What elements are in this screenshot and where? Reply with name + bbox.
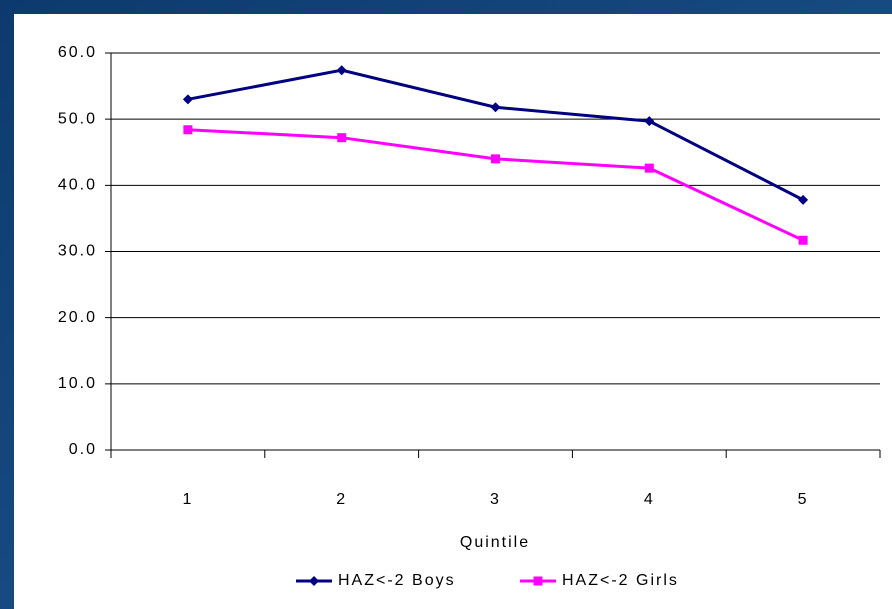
- marker: [798, 194, 809, 205]
- x-tick-label: 2: [336, 491, 347, 508]
- marker: [644, 163, 654, 173]
- marker: [309, 576, 319, 586]
- x-tick-label: 3: [490, 491, 501, 508]
- marker: [183, 125, 193, 135]
- x-tick-label: 5: [798, 491, 809, 508]
- y-tick-label: 30.0: [58, 243, 97, 260]
- marker: [337, 133, 347, 143]
- x-tick-label: 1: [182, 491, 193, 508]
- x-axis-label: Quintile: [460, 534, 530, 551]
- chart-panel: [14, 14, 892, 609]
- y-tick-label: 50.0: [58, 110, 97, 127]
- legend-label: HAZ<-2 Girls: [562, 572, 679, 589]
- y-tick-label: 10.0: [58, 375, 97, 392]
- legend-label: HAZ<-2 Boys: [338, 572, 456, 589]
- y-tick-label: 60.0: [58, 44, 97, 61]
- y-tick-label: 40.0: [58, 177, 97, 194]
- marker: [533, 576, 543, 586]
- y-tick-label: 0.0: [69, 441, 97, 458]
- x-tick-label: 4: [644, 491, 655, 508]
- marker: [182, 94, 193, 105]
- marker: [491, 154, 500, 164]
- marker: [490, 102, 501, 113]
- marker: [644, 116, 655, 127]
- marker: [336, 65, 347, 76]
- y-tick-label: 20.0: [58, 309, 97, 326]
- marker: [798, 235, 808, 245]
